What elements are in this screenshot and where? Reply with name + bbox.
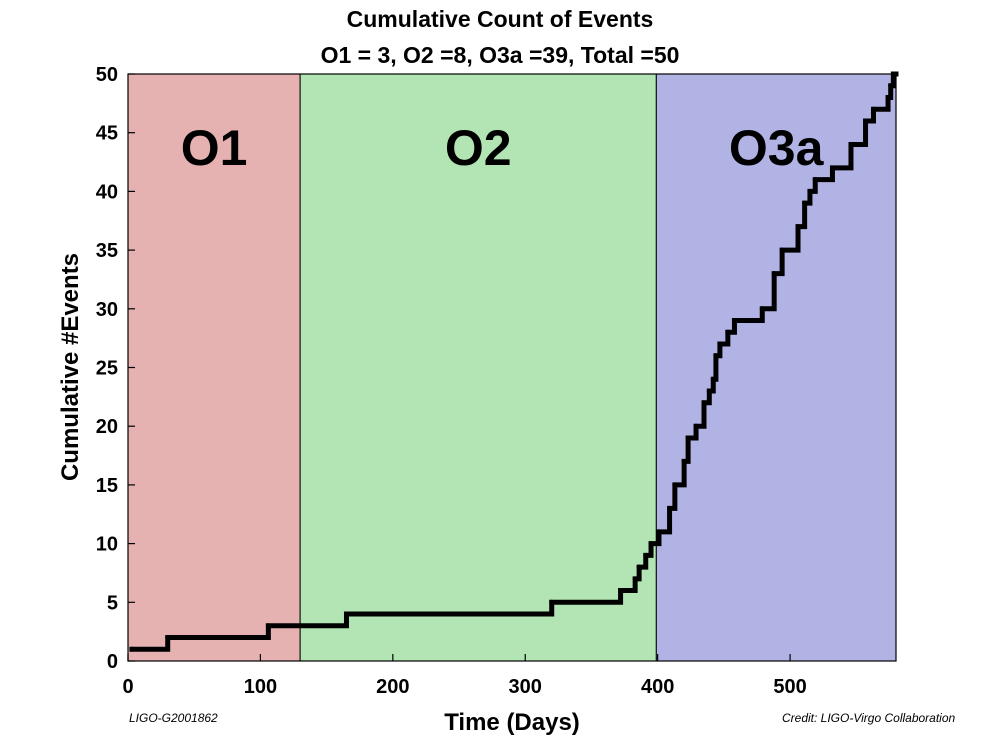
data-point: [648, 541, 654, 547]
data-point: [795, 224, 801, 230]
data-point: [779, 247, 785, 253]
region-o3a: [655, 73, 897, 662]
data-point: [885, 94, 891, 100]
data-point: [848, 141, 854, 147]
x-axis-ticks: 0 100 200 300 400 500: [122, 654, 807, 698]
chart-title: Cumulative Count of Events: [346, 6, 654, 32]
region-o1: [127, 73, 301, 662]
y-tick-label: 20: [96, 416, 118, 438]
data-point: [759, 306, 765, 312]
data-point: [636, 564, 642, 570]
data-point: [343, 611, 349, 617]
data-point: [870, 106, 876, 112]
y-axis-label: Cumulative #Events: [57, 253, 84, 481]
region-label-o3a: O3a: [729, 120, 825, 176]
data-point: [829, 165, 835, 171]
data-point: [685, 435, 691, 441]
y-tick-label: 50: [96, 64, 118, 86]
y-tick-label: 0: [107, 651, 118, 673]
x-tick-label: 200: [376, 676, 409, 698]
y-tick-label: 25: [96, 358, 118, 380]
observing-run-regions: [127, 73, 897, 662]
data-point: [693, 423, 699, 429]
data-point: [771, 271, 777, 277]
y-tick-label: 45: [96, 123, 118, 145]
data-point: [265, 623, 271, 629]
data-point: [802, 200, 808, 206]
region-label-o1: O1: [181, 120, 248, 176]
y-tick-label: 5: [107, 592, 118, 614]
data-point: [656, 529, 662, 535]
region-label-o2: O2: [445, 120, 512, 176]
data-point: [129, 646, 135, 652]
y-axis-ticks: 0 5 10 15 20 25 30 35 40 45 50: [96, 64, 135, 673]
data-point: [717, 341, 723, 347]
data-point: [632, 576, 638, 582]
data-point: [710, 376, 716, 382]
y-tick-label: 35: [96, 240, 118, 262]
data-point: [643, 552, 649, 558]
y-tick-label: 10: [96, 534, 118, 556]
y-tick-label: 40: [96, 181, 118, 203]
data-point: [701, 400, 707, 406]
data-point: [731, 318, 737, 324]
data-point: [812, 177, 818, 183]
x-tick-label: 0: [122, 676, 133, 698]
y-tick-label: 30: [96, 299, 118, 321]
data-point: [672, 482, 678, 488]
data-point: [165, 635, 171, 641]
data-point: [706, 388, 712, 394]
document-code-footnote: LIGO-G2001862: [129, 711, 218, 725]
data-point: [713, 353, 719, 359]
region-o2: [299, 73, 657, 662]
credit-footnote: Credit: LIGO-Virgo Collaboration: [782, 711, 956, 725]
x-tick-label: 400: [641, 676, 674, 698]
x-tick-label: 500: [773, 676, 806, 698]
data-point: [863, 118, 869, 124]
y-tick-label: 15: [96, 475, 118, 497]
data-point: [618, 588, 624, 594]
x-tick-label: 100: [244, 676, 277, 698]
chart-subtitle: O1 = 3, O2 =8, O3a =39, Total =50: [320, 42, 680, 68]
data-point: [888, 83, 894, 89]
x-axis-label: Time (Days): [444, 709, 580, 736]
data-point: [549, 599, 555, 605]
observing-run-labels: O1 O2 O3a: [181, 120, 825, 176]
data-point: [681, 458, 687, 464]
series-layer: [129, 71, 899, 652]
data-point: [725, 329, 731, 335]
data-point: [807, 188, 813, 194]
x-tick-label: 300: [509, 676, 542, 698]
data-point: [667, 505, 673, 511]
